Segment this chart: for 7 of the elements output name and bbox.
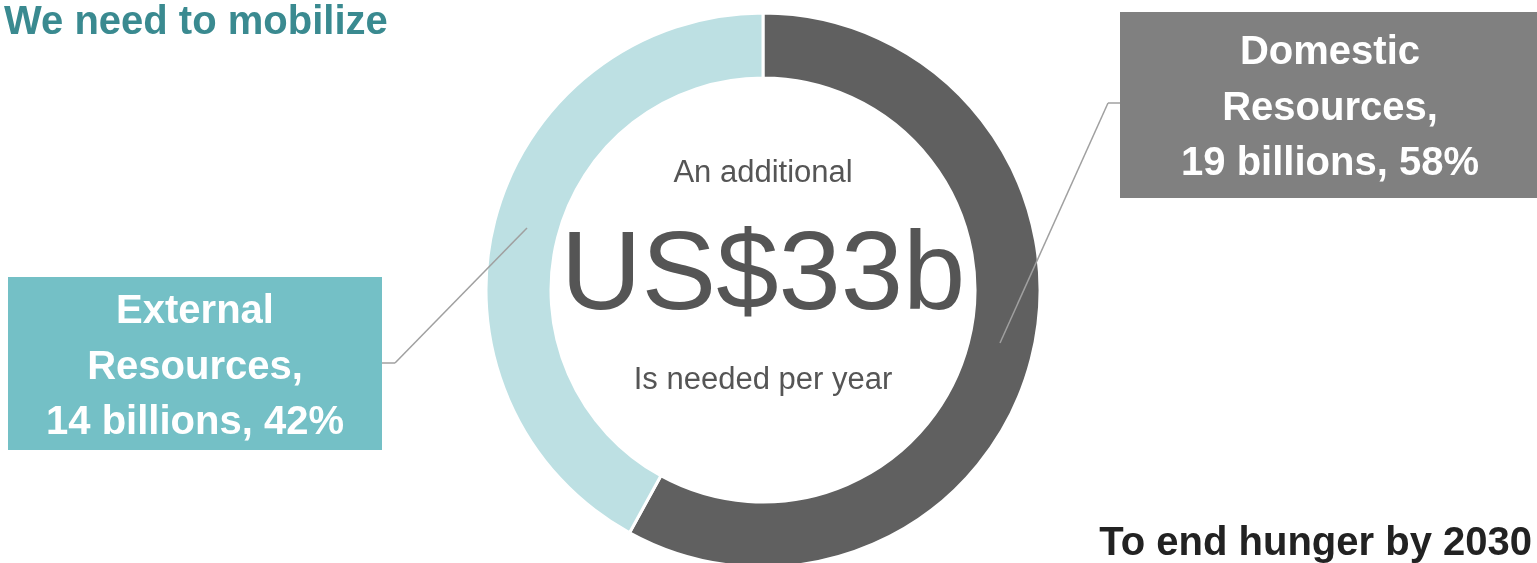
text: To end hunger by 2030	[1099, 519, 1532, 563]
slice-label: Domestic Resources, 19 billions, 58%	[1181, 28, 1479, 183]
slice-label: External Resources, 14 billions, 42%	[46, 287, 344, 442]
text: An additional	[673, 154, 853, 189]
chart-title: We need to mobilize	[4, 0, 388, 42]
text: US$33b	[560, 208, 966, 333]
text: Is needed per year	[633, 361, 893, 396]
